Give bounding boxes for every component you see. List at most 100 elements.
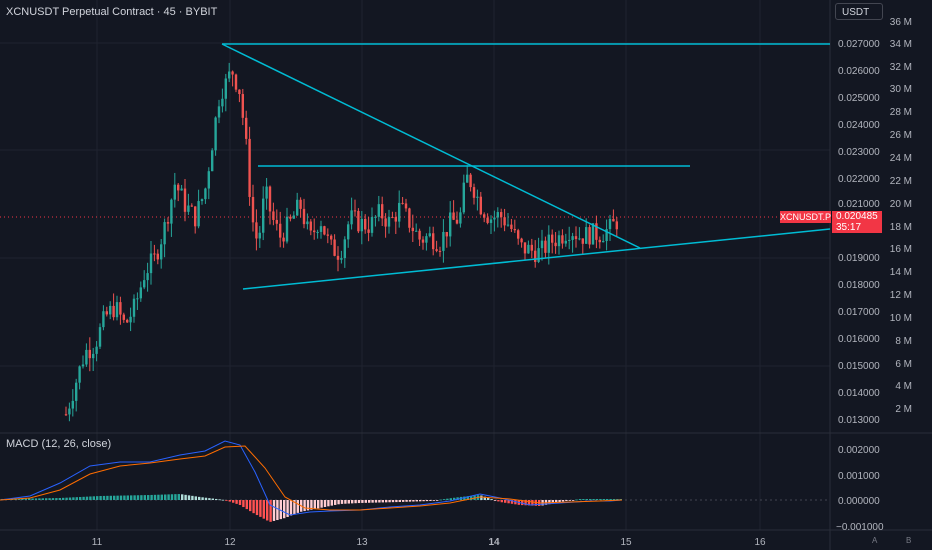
currency-selector[interactable]: USDT [835,3,883,20]
candle-body [398,202,401,222]
candle-body [285,216,289,242]
macd-histogram-bar [531,500,534,506]
time-axis[interactable]: 11 12 13 14 15 16 [92,537,766,548]
volume-axis: 36 M 34 M 32 M 30 M 28 M 26 M 24 M 22 M … [890,17,912,415]
macd-histogram-bar [344,500,347,504]
macd-histogram-bar [589,499,592,500]
macd-histogram-bar [126,495,129,500]
candle-body [411,227,414,232]
macd-histogram-bar [480,495,483,500]
macd-histogram-bar [150,494,153,500]
macd-histogram-bar [116,495,119,500]
candle-body [279,223,282,238]
macd-histogram-bar [381,500,384,503]
candle-body [251,196,255,223]
macd-histogram-bar [153,494,157,500]
price-axis-label: 0.016000 [838,334,880,345]
macd-histogram-bar [493,500,497,501]
candle-body [85,349,88,365]
log-scale-button[interactable]: B [906,536,912,545]
volume-axis-label: 36 M [890,17,912,28]
volume-axis-label: 32 M [890,62,912,73]
candle-body [523,242,527,254]
macd-histogram-bar [157,494,160,500]
current-price-value: 0.020485 [836,211,878,222]
macd-axis-label: −0.001000 [836,522,884,533]
macd-histogram-bar [276,500,279,521]
time-axis-label: 11 [92,537,103,548]
macd-histogram-bar [79,496,82,500]
price-axis-label: 0.019000 [838,253,880,264]
volume-axis-label: 4 M [895,381,912,392]
macd-histogram-bar [198,496,201,500]
macd-histogram-bar [514,500,517,505]
macd-histogram-bar [415,500,418,502]
macd-histogram-bar [599,499,602,500]
candle-body [350,210,353,225]
macd-histogram-bar [225,500,228,501]
candle-body [119,302,122,315]
candle-body [568,239,571,241]
candle-body [214,117,217,151]
macd-histogram-bar [55,498,58,500]
price-axis-label: 0.023000 [838,147,880,158]
candle-body [459,212,462,224]
current-price-tag: 0.020485 35:17 [832,211,882,233]
macd-histogram-bar [249,500,252,512]
candle-body [319,226,323,232]
macd-histogram-bar [606,499,609,500]
macd-histogram-bar [527,500,531,506]
macd-histogram-bar [470,495,473,500]
price-axis[interactable]: 0.027000 0.026000 0.025000 0.024000 0.02… [838,39,880,426]
candle-body [374,216,377,218]
macd-axis[interactable]: 0.002000 0.001000 0.000000 −0.001000 [836,445,884,533]
candle-body [109,305,112,315]
macd-histogram-bar [419,500,422,502]
macd-histogram-bar [184,494,187,500]
macd-histogram-bar [215,498,218,500]
macd-indicator-title[interactable]: MACD (12, 26, close) [6,438,112,450]
macd-histogram-bar [45,498,48,500]
candle-body [493,217,496,220]
macd-axis-label: 0.000000 [838,496,880,507]
candle-body [438,250,442,252]
macd-histogram-bar [323,500,327,507]
ascending-support-line[interactable] [242,228,831,290]
candle-body [336,255,340,260]
macd-histogram-bar [31,498,34,500]
price-axis-label: 0.013000 [838,415,880,426]
macd-histogram-bar [113,495,116,500]
macd-histogram-bar [68,497,72,500]
candle-body [377,204,380,217]
macd-histogram-bar [24,498,27,500]
candle-body [347,224,350,240]
macd-histogram-bar [41,498,44,500]
macd-axis-label: 0.001000 [838,471,880,482]
bar-countdown: 35:17 [836,222,862,233]
macd-histogram-bar [575,499,578,501]
volume-axis-label: 26 M [890,130,912,141]
macd-histogram-bar [235,500,238,504]
trendlines[interactable] [221,43,831,290]
macd-histogram-bar [62,497,65,500]
auto-scale-button[interactable]: A [872,536,878,545]
candle-body [394,216,397,222]
macd-histogram-bar [616,499,619,500]
macd-histogram-bar [313,500,316,510]
descending-trendline[interactable] [221,43,641,249]
macd-histogram-bar [374,500,378,503]
candle-body [71,400,74,409]
candle-body [387,216,391,227]
macd-histogram-bar [408,500,412,502]
candle-body [296,199,299,216]
candle-body [272,211,275,220]
macd-histogram-bar [466,496,469,500]
macd-histogram-bar [504,500,507,503]
candle-body [115,302,119,318]
macd-histogram-bar [174,494,177,500]
macd-histogram-bar [255,500,259,516]
candle-body [408,208,411,228]
macd-histogram-bar [334,500,337,505]
candle-body [268,186,272,212]
